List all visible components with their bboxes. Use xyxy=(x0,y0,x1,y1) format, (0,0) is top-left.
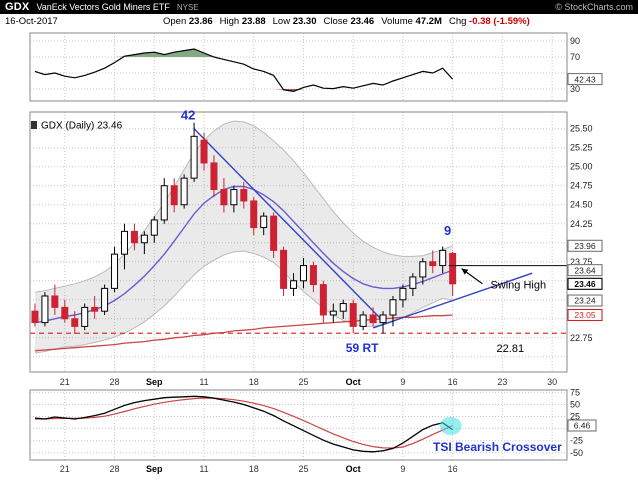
quote-open: Open 23.86 xyxy=(163,16,213,27)
svg-text:50: 50 xyxy=(570,399,580,409)
main-panel-title: GDX (Daily) 23.46 xyxy=(41,121,123,132)
quote-close: Close 23.46 xyxy=(323,16,375,27)
svg-text:-25: -25 xyxy=(570,436,583,446)
svg-text:16: 16 xyxy=(448,377,458,387)
svg-text:25: 25 xyxy=(298,377,308,387)
chart-titlebar: GDX VanEck Vectors Gold Miners ETF NYSE … xyxy=(0,0,638,14)
svg-text:30: 30 xyxy=(570,84,580,94)
quote-high: High 23.88 xyxy=(219,16,266,27)
svg-text:24.75: 24.75 xyxy=(570,181,593,191)
svg-text:16: 16 xyxy=(448,464,458,474)
annotation-text: 9 xyxy=(444,223,451,238)
momentum-line xyxy=(34,48,454,93)
svg-text:23.64: 23.64 xyxy=(574,265,596,275)
gridlines xyxy=(30,33,567,101)
svg-text:90: 90 xyxy=(570,36,580,46)
quote-date: 16-Oct-2017 xyxy=(5,16,58,27)
trendline xyxy=(372,272,533,329)
ticker-name: VanEck Vectors Gold Miners ETF xyxy=(36,2,170,12)
svg-text:6.46: 6.46 xyxy=(574,421,591,431)
ticker-symbol: GDX xyxy=(5,1,30,13)
annotation-text: 42 xyxy=(181,108,195,123)
annotation-text: 59 RT xyxy=(346,341,379,355)
svg-text:42.43: 42.43 xyxy=(574,74,596,84)
annotation-text: Swing High xyxy=(490,279,546,291)
quote-volume: Volume 47.2M xyxy=(381,16,442,27)
svg-text:24.50: 24.50 xyxy=(570,200,593,210)
x-axis-bottom: 21 28 Sep 11 18 25 Oct 9 16 xyxy=(60,464,458,474)
bollinger-band-fill xyxy=(35,121,453,353)
chart-canvas: 90703042.4325.5025.2525.0024.7524.5024.2… xyxy=(29,32,603,474)
svg-text:25.25: 25.25 xyxy=(570,143,593,153)
svg-text:Sep: Sep xyxy=(146,377,163,387)
exchange-label: NYSE xyxy=(176,2,199,12)
svg-text:11: 11 xyxy=(199,377,208,387)
svg-text:18: 18 xyxy=(249,377,259,387)
svg-text:75: 75 xyxy=(570,387,580,397)
svg-text:28: 28 xyxy=(110,377,120,387)
svg-text:9: 9 xyxy=(400,464,405,474)
quote-row: 16-Oct-2017 Open 23.86 High 23.88 Low 23.3… xyxy=(0,14,638,29)
svg-text:28: 28 xyxy=(110,464,120,474)
svg-text:23.05: 23.05 xyxy=(574,310,596,320)
svg-text:23.75: 23.75 xyxy=(570,257,593,267)
svg-text:11: 11 xyxy=(199,464,208,474)
svg-text:25: 25 xyxy=(570,412,580,422)
tsi-panel: 75 50 25 -25 -50 6.46 TSI Bearish Crossover xyxy=(29,387,597,461)
candles xyxy=(31,122,457,334)
svg-text:9: 9 xyxy=(400,377,405,387)
svg-text:Sep: Sep xyxy=(146,464,163,474)
svg-text:Oct: Oct xyxy=(346,464,361,474)
svg-text:23.96: 23.96 xyxy=(574,241,596,251)
svg-text:23: 23 xyxy=(497,377,507,387)
crossover-highlight xyxy=(439,416,462,435)
x-axis-main: 21 28 Sep 11 18 25 Oct 9 16 23 30 xyxy=(60,377,557,387)
svg-text:18: 18 xyxy=(249,464,259,474)
svg-text:70: 70 xyxy=(570,52,580,62)
gridlines xyxy=(30,390,567,460)
trendline xyxy=(193,128,387,325)
svg-text:21: 21 xyxy=(60,464,70,474)
quote-chg: Chg -0.38 (-1.59%) xyxy=(448,16,530,27)
svg-text:Oct: Oct xyxy=(346,377,361,387)
svg-text:22.75: 22.75 xyxy=(570,333,593,343)
quote-low: Low 23.30 xyxy=(272,16,317,27)
svg-text:30: 30 xyxy=(547,377,557,387)
svg-text:25.00: 25.00 xyxy=(570,162,593,172)
annotation-text: 22.81 xyxy=(497,343,525,355)
tsi-line xyxy=(34,395,453,453)
price-panel: 25.50 25.25 25.00 24.75 24.50 24.25 23.75 22.75… xyxy=(29,108,603,373)
svg-text:25.50: 25.50 xyxy=(570,124,593,134)
svg-text:23.46: 23.46 xyxy=(574,279,596,289)
svg-text:24.25: 24.25 xyxy=(570,219,593,229)
svg-text:21: 21 xyxy=(60,377,70,387)
bollinger-upper-line xyxy=(34,120,453,293)
quote-fields: Open 23.86 High 23.88 Low 23.30 Close 23.46… xyxy=(163,16,537,27)
svg-text:23.24: 23.24 xyxy=(574,296,596,306)
copyright-label: © StockCharts.com xyxy=(555,2,633,12)
chart-type-icon xyxy=(31,121,37,129)
svg-text:25: 25 xyxy=(298,464,308,474)
svg-text:-50: -50 xyxy=(570,448,583,458)
annotation-text: TSI Bearish Crossover xyxy=(433,440,562,454)
tsi-signal-line xyxy=(35,397,453,449)
